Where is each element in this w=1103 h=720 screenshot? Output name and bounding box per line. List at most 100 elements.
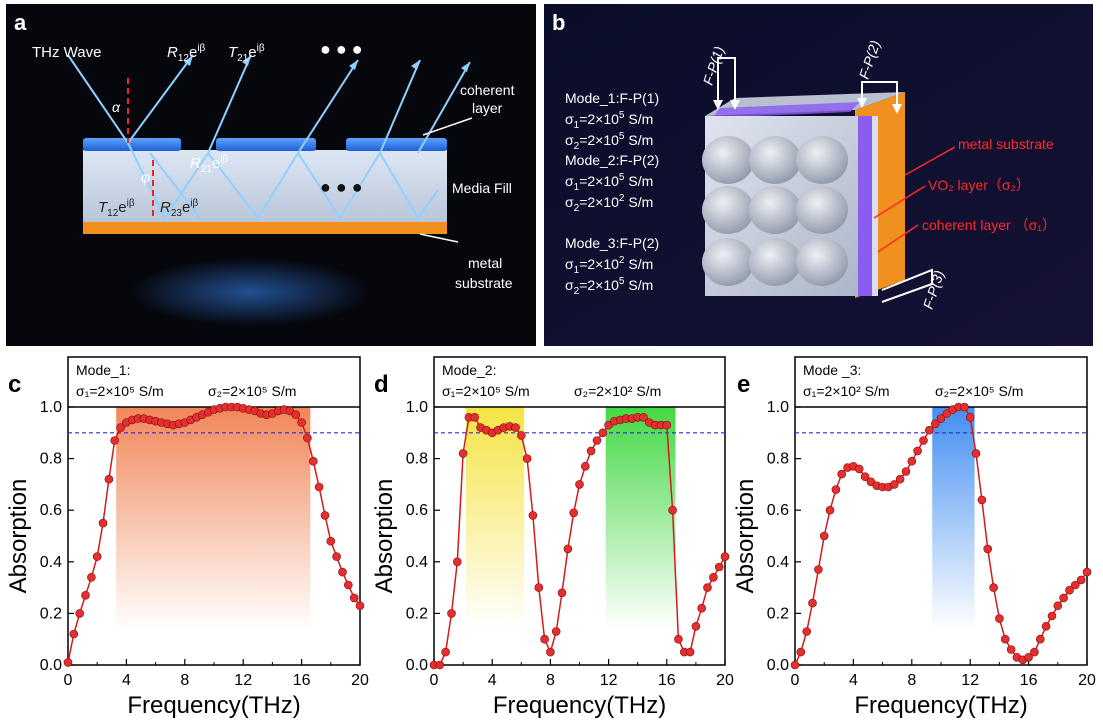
y-axis-label: Absorption bbox=[5, 479, 32, 594]
data-point bbox=[808, 598, 817, 608]
data-point bbox=[1030, 647, 1039, 657]
data-point bbox=[714, 562, 724, 572]
red-pointers bbox=[873, 146, 956, 253]
data-point bbox=[528, 511, 538, 520]
sigma2-label: σ₂=2×10⁵ S/m bbox=[208, 383, 296, 399]
data-point bbox=[435, 660, 445, 670]
y-tick-label: 0.0 bbox=[767, 657, 789, 674]
sigma2-label: σ₂=2×10² S/m bbox=[574, 383, 661, 399]
panel-a: a THz Wave α φ R12eiβ T21eiβ R21eiβ T12e… bbox=[6, 4, 536, 346]
data-point bbox=[1000, 634, 1010, 644]
y-tick-label: 0.4 bbox=[767, 554, 789, 571]
data-point bbox=[63, 658, 73, 667]
r23-base: R bbox=[160, 199, 171, 216]
data-point bbox=[790, 660, 800, 670]
data-point bbox=[697, 603, 707, 613]
t21-sup: iβ bbox=[257, 43, 265, 54]
metal-substrate-pointer bbox=[419, 233, 459, 243]
data-point bbox=[889, 480, 899, 489]
mode-title: Mode_3:F-P(2) bbox=[565, 235, 659, 251]
data-point bbox=[98, 518, 108, 528]
data-point bbox=[1065, 585, 1074, 595]
data-point bbox=[458, 449, 468, 458]
y-tick-label: 0.6 bbox=[40, 502, 62, 519]
coherent-layer-side bbox=[872, 116, 878, 296]
chart-panel-c: Mode_1: σ₁=2×10⁵ S/m σ₂=2×10⁵ S/m 0 4 8 12 16 20… bbox=[5, 356, 369, 719]
x-tick-label: 16 bbox=[658, 672, 676, 689]
charts: Mode_1: σ₁=2×10⁵ S/m σ₂=2×10⁵ S/m 0 4 8 12 16 20… bbox=[5, 356, 1096, 719]
data-point bbox=[511, 423, 520, 432]
data-point bbox=[557, 588, 567, 598]
data-point bbox=[349, 593, 359, 603]
data-point bbox=[110, 436, 119, 445]
y-tick-label: 1.0 bbox=[40, 399, 62, 416]
data-point bbox=[825, 505, 835, 515]
mode-sigma: σ1=2×105 S/m bbox=[565, 172, 653, 193]
t12-sup: iβ bbox=[127, 198, 135, 209]
data-point bbox=[81, 590, 90, 600]
data-point bbox=[563, 544, 573, 554]
fp-arrowheads bbox=[713, 98, 902, 114]
mode-sigma: σ2=2×105 S/m bbox=[565, 276, 653, 297]
data-point bbox=[831, 485, 841, 494]
r21-label: R21eiβ bbox=[190, 154, 229, 175]
data-point bbox=[291, 410, 301, 420]
highlight-band bbox=[605, 407, 676, 630]
data-point bbox=[1006, 645, 1016, 654]
data-point bbox=[355, 601, 365, 611]
x-tick-label: 4 bbox=[488, 672, 497, 689]
sigma1-label: σ₁=2×10⁵ S/m bbox=[76, 383, 164, 399]
data-point bbox=[674, 634, 683, 644]
blue-glow bbox=[130, 258, 370, 326]
thz-wave-label: THz Wave bbox=[32, 44, 101, 61]
data-point bbox=[546, 647, 555, 657]
data-point bbox=[819, 531, 829, 541]
mode-sigma: σ2=2×105 S/m bbox=[565, 131, 653, 152]
data-point bbox=[308, 456, 318, 466]
data-point bbox=[75, 609, 84, 618]
data-point bbox=[977, 495, 987, 505]
y-tick-label: 0.4 bbox=[40, 554, 62, 571]
fp-brackets bbox=[717, 57, 933, 303]
y-tick-label: 0.8 bbox=[40, 451, 62, 468]
highlight-band bbox=[932, 407, 975, 630]
r23-sub: 23 bbox=[171, 208, 183, 219]
data-point bbox=[1076, 575, 1086, 585]
data-point bbox=[326, 536, 336, 546]
data-point bbox=[895, 474, 905, 484]
data-point bbox=[303, 433, 312, 443]
panel-letter-d: d bbox=[374, 371, 389, 398]
mode-title: Mode_2:F-P(2) bbox=[565, 152, 659, 168]
data-point bbox=[1036, 634, 1045, 644]
data-point bbox=[796, 647, 806, 657]
data-point bbox=[598, 428, 608, 438]
media-fill-label: Media Fill bbox=[452, 180, 512, 196]
t21-sub: 21 bbox=[237, 53, 249, 64]
x-tick-label: 12 bbox=[234, 672, 252, 689]
data-point bbox=[580, 461, 590, 471]
r21-sup: iβ bbox=[220, 154, 228, 165]
coherent-layer-pointer bbox=[422, 117, 473, 136]
panel-letter-e: e bbox=[737, 371, 750, 398]
data-point bbox=[1053, 601, 1063, 611]
data-point bbox=[866, 477, 876, 487]
data-point bbox=[441, 647, 450, 657]
data-point bbox=[936, 414, 946, 423]
coherent-top-strip bbox=[712, 102, 860, 118]
alpha-label: α bbox=[112, 99, 121, 115]
y-tick-label: 0.6 bbox=[406, 502, 428, 519]
r12-label: R12eiβ bbox=[167, 43, 206, 64]
t12-base: T bbox=[98, 199, 109, 216]
data-point bbox=[516, 431, 526, 440]
mode-title: Mode _3: bbox=[803, 362, 861, 378]
mode-title: Mode_2: bbox=[442, 362, 496, 378]
mode-sigma: σ1=2×102 S/m bbox=[565, 255, 653, 276]
data-point bbox=[69, 629, 79, 639]
x-tick-label: 0 bbox=[64, 672, 73, 689]
data-point bbox=[338, 567, 347, 577]
data-point bbox=[586, 446, 596, 456]
data-point bbox=[592, 436, 602, 445]
data-point bbox=[452, 557, 462, 567]
sigma2-label: σ₂=2×10⁵ S/m bbox=[935, 383, 1023, 399]
